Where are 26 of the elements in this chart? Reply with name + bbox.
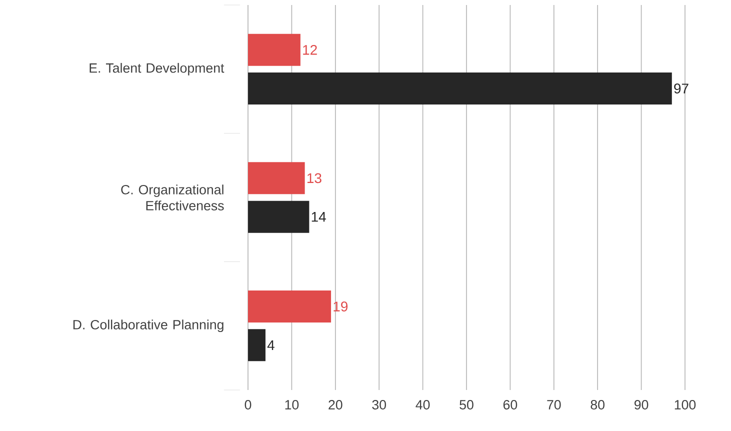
x-tick-label: 100 — [674, 400, 696, 410]
bar — [248, 34, 300, 66]
x-tick-label: 60 — [503, 400, 518, 410]
x-tick-label: 90 — [634, 400, 648, 410]
x-tick-label: 70 — [547, 400, 561, 410]
data-label: 12 — [303, 44, 317, 55]
bar — [248, 162, 305, 194]
x-tick-label: 10 — [285, 400, 299, 410]
data-label: 14 — [312, 212, 326, 222]
data-label: 4 — [267, 340, 274, 350]
y-tick-label: C. Organizational Effectiveness — [121, 184, 224, 210]
bar — [248, 329, 266, 362]
y-tick-label: E. Talent Development — [90, 62, 224, 76]
x-tick-label: 0 — [244, 400, 252, 410]
data-label: 97 — [674, 84, 688, 94]
x-tick-label: 80 — [590, 400, 604, 410]
x-tick-label: 20 — [328, 400, 342, 410]
bar — [248, 72, 672, 104]
x-tick-label: 40 — [416, 400, 430, 410]
bar — [248, 290, 332, 322]
x-tick-label: 50 — [460, 400, 474, 410]
data-label: 19 — [334, 302, 348, 312]
bar — [248, 200, 310, 233]
y-tick-label: D. Collaborative Planning — [73, 320, 224, 332]
x-tick-label: 30 — [372, 400, 386, 410]
data-label: 13 — [307, 173, 322, 184]
